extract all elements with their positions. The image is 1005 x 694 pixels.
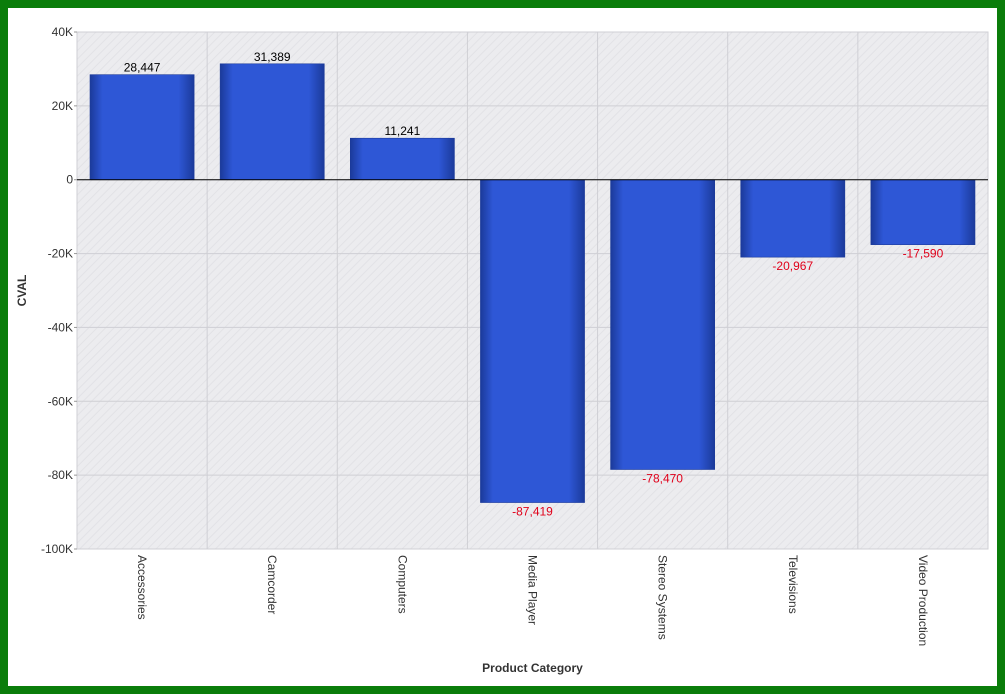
bar-value-label: -20,967 [772,259,813,273]
bar-value-label: 31,389 [254,50,291,64]
bar-value-label: -78,470 [642,471,683,485]
bars [89,63,976,503]
bar[interactable] [610,179,715,470]
data-labels: 28,447 31,389 11,241 -87,419 -78,470 -20,967 -… [124,50,944,519]
category-label: Televisions [786,555,800,614]
x-axis-title: Product Category [482,661,583,675]
category-label: Accessories [135,555,149,620]
category-label: Stereo Systems [656,555,670,640]
x-axis-ticks: Accessories Camcorder Computers Media Playe… [135,555,930,646]
category-label: Computers [395,555,409,614]
y-tick-label: 40K [52,25,73,39]
bar[interactable] [349,137,455,181]
y-tick-label: -40K [48,320,73,334]
y-tick-label: -20K [48,247,73,261]
y-tick-label: -80K [48,468,73,482]
y-axis-title: CVAL [15,275,29,307]
y-axis-ticks: 40K 20K 0 -20K -40K -60K -80K -100K [41,25,77,556]
bar[interactable] [89,74,195,181]
bar-value-label: -87,419 [512,505,553,519]
y-tick-label: -100K [41,542,73,556]
category-label: Media Player [526,555,540,625]
bar[interactable] [219,63,325,181]
category-label: Video Production [916,555,930,646]
y-tick-label: -60K [48,394,73,408]
y-tick-label: 20K [52,99,73,113]
bar[interactable] [480,179,585,503]
bar[interactable] [870,179,976,245]
bar[interactable] [740,179,846,258]
bar-value-label: 11,241 [384,124,420,138]
bar-value-label: 28,447 [124,61,161,75]
bar-value-label: -17,590 [903,247,944,261]
category-label: Camcorder [265,555,279,614]
y-tick-label: 0 [66,173,73,187]
